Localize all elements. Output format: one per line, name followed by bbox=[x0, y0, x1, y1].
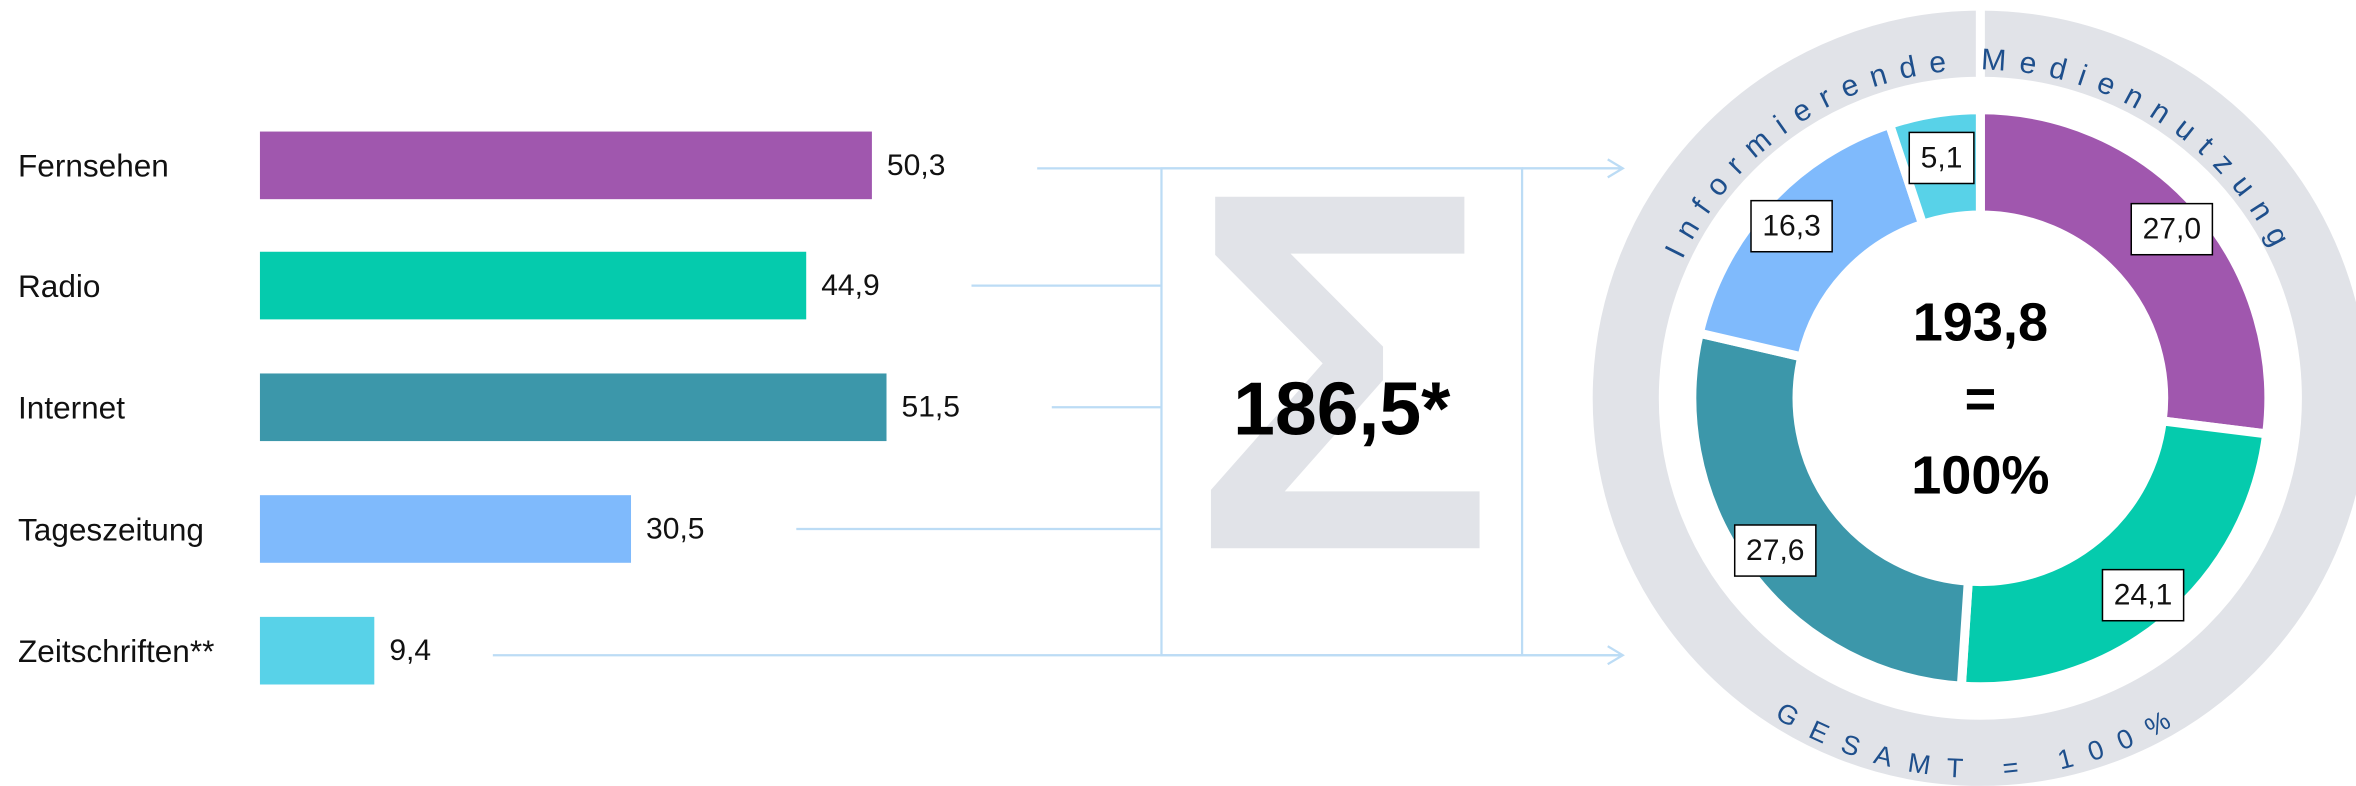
bar bbox=[259, 251, 807, 320]
value-label: 50,3 bbox=[887, 149, 945, 182]
value-label-box bbox=[2130, 202, 2214, 256]
sum-label: 186,5* bbox=[1233, 367, 1451, 451]
bar bbox=[259, 373, 887, 442]
donut-segment bbox=[1956, 415, 2272, 692]
value-label: 44,9 bbox=[821, 269, 879, 302]
value-label: 16,3 bbox=[1762, 210, 1820, 243]
value-label-box bbox=[1750, 199, 1833, 253]
donut-segment bbox=[1687, 327, 1974, 691]
value-label: 27,6 bbox=[1746, 534, 1804, 567]
category-label: Zeitschriften** bbox=[18, 633, 214, 669]
bar bbox=[259, 495, 632, 563]
bar bbox=[259, 131, 872, 200]
value-label: 27,0 bbox=[2143, 213, 2201, 246]
value-label-box bbox=[1733, 524, 1817, 577]
category-label: Fernsehen bbox=[18, 148, 169, 184]
center-text: 193,8 bbox=[1913, 292, 2048, 352]
value-label: 30,5 bbox=[646, 512, 704, 545]
category-label: Internet bbox=[18, 390, 125, 426]
center-text: 100% bbox=[1911, 446, 2049, 506]
category-label: Radio bbox=[18, 268, 100, 304]
value-label: 9,4 bbox=[389, 634, 431, 667]
sigma: Σ bbox=[1188, 87, 1495, 657]
value-label: 24,1 bbox=[2114, 579, 2172, 612]
bar bbox=[259, 616, 375, 685]
value-label-box bbox=[1908, 131, 1975, 185]
value-label: 51,5 bbox=[902, 391, 960, 424]
value-label: 5,1 bbox=[1921, 141, 1963, 174]
category-label: Tageszeitung bbox=[18, 511, 204, 547]
value-label-box bbox=[2101, 568, 2185, 622]
center-text: = bbox=[1965, 369, 1997, 429]
donut-segment bbox=[1975, 105, 2274, 439]
